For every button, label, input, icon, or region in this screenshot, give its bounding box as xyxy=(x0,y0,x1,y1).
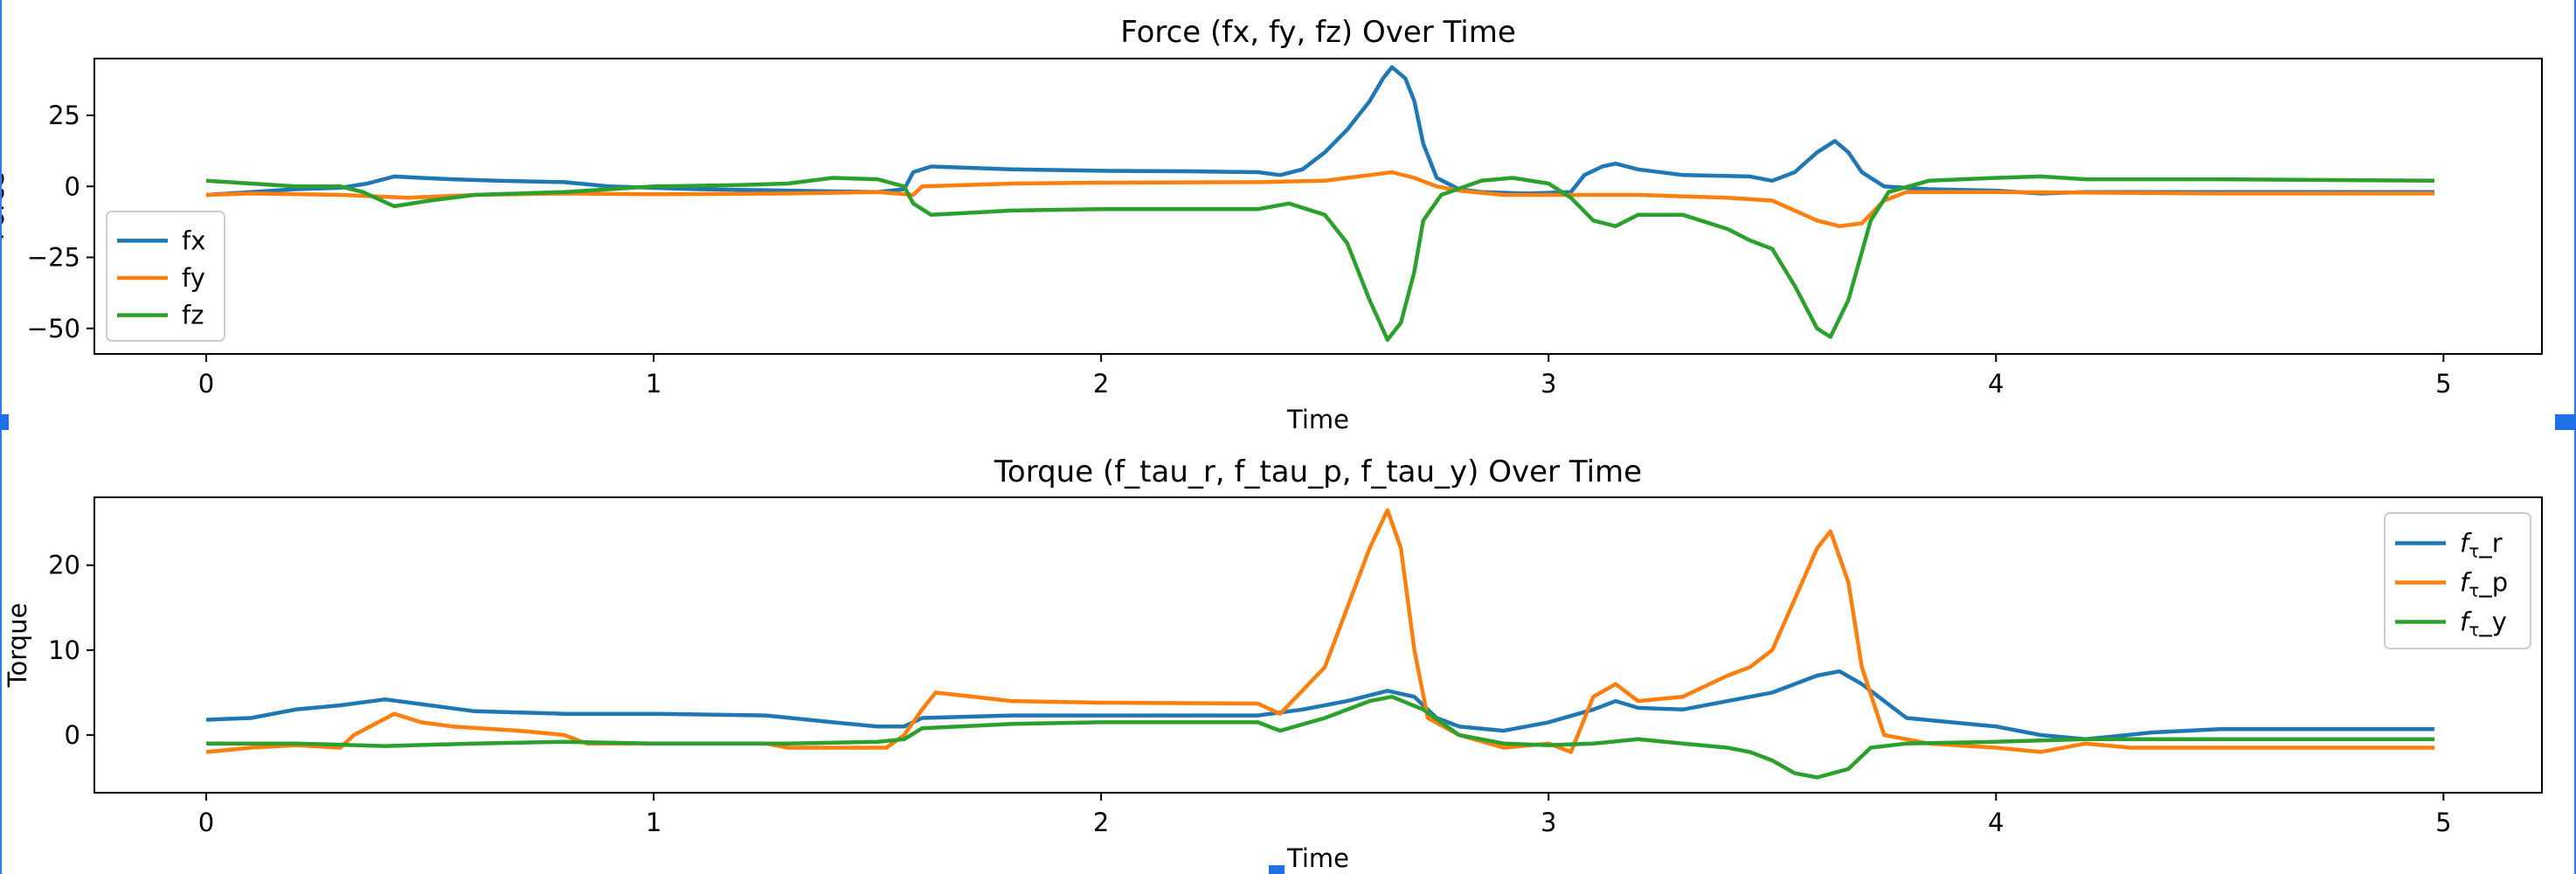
series-line-1-2 xyxy=(205,170,2435,229)
x-axis-label: Time xyxy=(1286,843,1349,873)
selection-left-edge xyxy=(0,0,2,874)
x-tick-label: 4 xyxy=(1988,808,2004,837)
x-tick-label: 0 xyxy=(198,808,214,837)
plot-frame xyxy=(93,496,2543,794)
x-axis-label: Time xyxy=(1286,405,1349,434)
x-tick-label: 2 xyxy=(1093,808,1109,837)
y-tick-label: 0 xyxy=(65,171,80,201)
x-tick-label: 3 xyxy=(1541,369,1556,399)
resize-handle-right[interactable] xyxy=(2555,414,2576,430)
legend-box xyxy=(2384,512,2531,649)
x-tick-label: 0 xyxy=(198,369,214,399)
series-line-1-1 xyxy=(205,65,2435,198)
x-tick-label: 5 xyxy=(2435,808,2451,837)
x-tick-label: 5 xyxy=(2435,369,2451,399)
x-tick-label: 4 xyxy=(1988,369,2004,399)
y-tick-label: −50 xyxy=(27,314,80,343)
y-tick-label: 20 xyxy=(48,551,80,580)
x-tick-label: 1 xyxy=(646,369,661,399)
legend-label: fτ_p xyxy=(2460,568,2508,601)
y-axis-label: Torque xyxy=(3,603,32,689)
x-tick-label: 2 xyxy=(1093,369,1109,399)
legend-label: fx xyxy=(182,225,205,255)
legend-label: fτ_y xyxy=(2460,607,2507,641)
x-tick-label: 3 xyxy=(1541,808,1556,837)
chart-title: Torque (f_tau_r, f_tau_p, f_tau_y) Over … xyxy=(994,454,1642,489)
series-line-2-1 xyxy=(205,669,2435,742)
series-line-2-3 xyxy=(206,694,2435,780)
y-tick-label: 25 xyxy=(48,101,80,130)
legend-label: fy xyxy=(182,263,205,293)
y-tick-label: −25 xyxy=(27,243,80,273)
legend-label: fτ_r xyxy=(2460,529,2503,562)
x-tick-label: 1 xyxy=(646,808,661,837)
series-line-1-3 xyxy=(205,174,2435,343)
legend-label: fz xyxy=(182,301,204,330)
y-tick-label: 0 xyxy=(65,720,80,750)
resize-handle-bottom[interactable] xyxy=(1269,865,1285,874)
plot-frame xyxy=(93,58,2543,355)
chart-title: Force (fx, fy, fz) Over Time xyxy=(1120,15,1516,50)
series-line-2-2 xyxy=(205,508,2435,754)
resize-handle-left[interactable] xyxy=(0,414,9,430)
y-axis-label: Force xyxy=(0,172,10,240)
y-tick-label: 10 xyxy=(48,635,80,665)
selection-right-edge xyxy=(2574,0,2576,874)
